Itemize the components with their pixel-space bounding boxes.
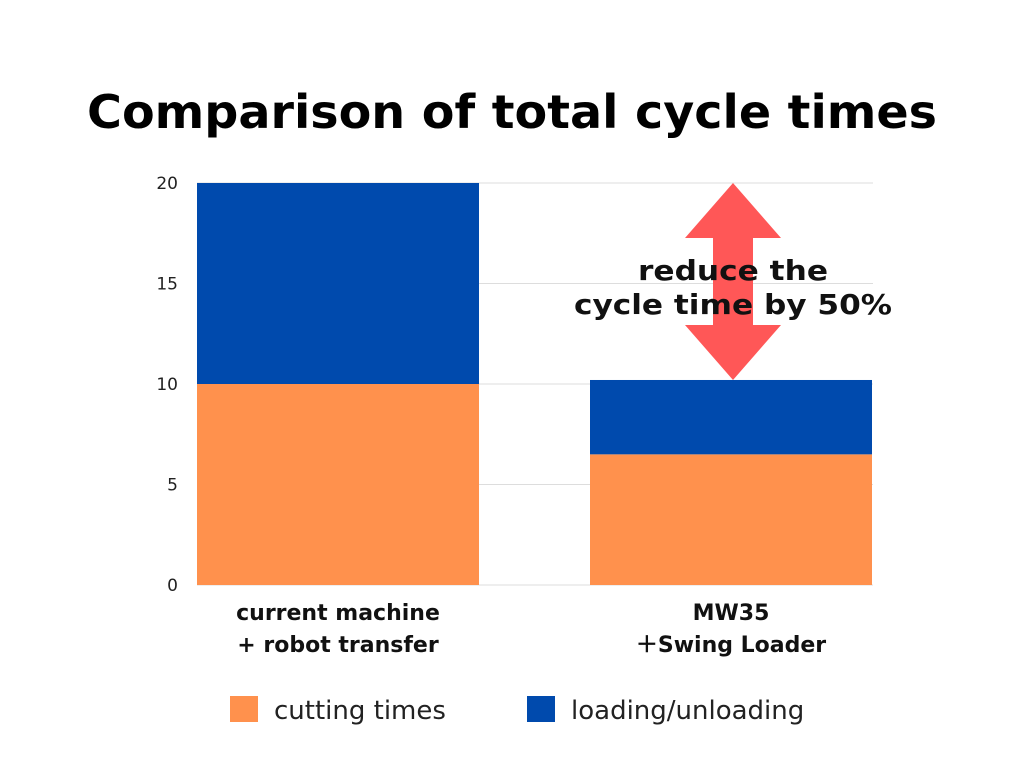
y-tick-label: 5 [167, 476, 178, 496]
double-arrow-icon [685, 183, 781, 380]
legend: cutting times loading/unloading [230, 696, 804, 726]
legend-label: loading/unloading [571, 696, 804, 726]
bars [197, 183, 872, 585]
legend-label: cutting times [274, 696, 446, 726]
annotation-label: cycle time by 50% [574, 288, 892, 321]
bar-segment [197, 183, 479, 384]
y-tick-label: 15 [156, 275, 178, 295]
bar-segment [590, 454, 872, 585]
bar-segment [590, 379, 872, 455]
y-tick-label: 0 [167, 576, 178, 596]
x-category-label: MW35 [693, 601, 770, 626]
legend-swatch [230, 696, 258, 722]
x-category-label: current machine [236, 601, 440, 626]
x-axis: current machine + robot transfer MW35 ＋Swin… [236, 601, 826, 658]
legend-swatch [527, 696, 555, 722]
chart-title: Comparison of total cycle times [87, 85, 937, 139]
y-axis: 0 5 10 15 20 [156, 174, 178, 596]
y-tick-label: 10 [156, 375, 178, 395]
bar-segment [197, 384, 479, 585]
x-category-label: + robot transfer [237, 633, 439, 658]
y-tick-label: 20 [156, 174, 178, 194]
x-category-label: ＋Swing Loader [636, 633, 826, 658]
annotation-label: reduce the [638, 254, 828, 287]
